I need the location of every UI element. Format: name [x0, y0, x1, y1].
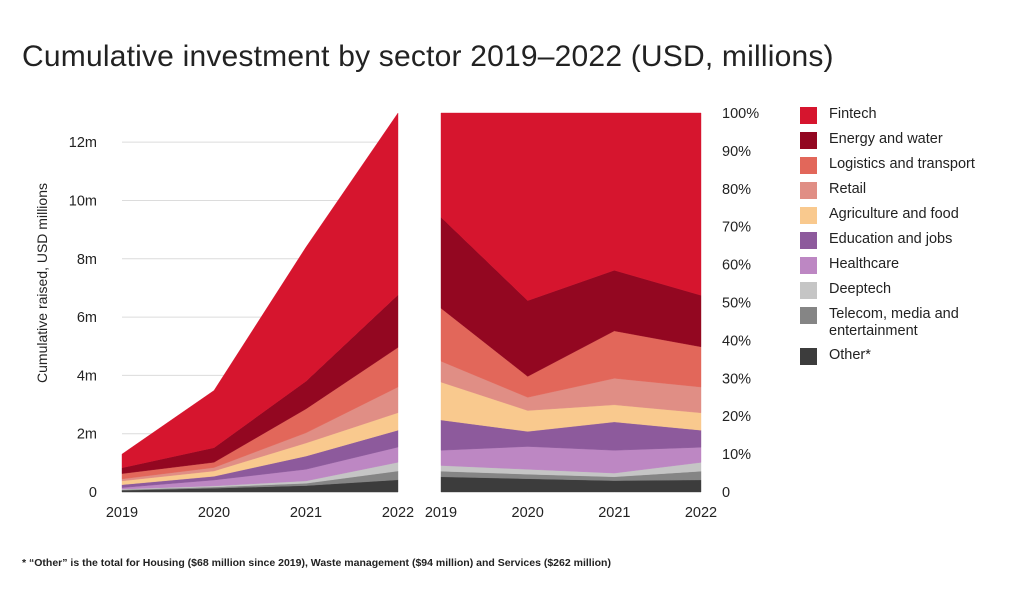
footnote: * “Other” is the total for Housing ($68 … — [22, 557, 611, 569]
legend-label: Deeptech — [829, 281, 892, 297]
right-x-tick-label: 2022 — [685, 505, 717, 521]
legend-label: Healthcare — [829, 256, 900, 272]
right-y-tick-label: 60% — [722, 258, 751, 274]
legend-item-retail: Retail — [800, 181, 1015, 199]
x-tick-label: 2021 — [290, 505, 322, 521]
legend-item-education-and-jobs: Education and jobs — [800, 231, 1015, 249]
legend-item-logistics-and-transport: Logistics and transport — [800, 156, 1015, 174]
right-y-tick-label: 50% — [722, 296, 751, 312]
right-y-tick-label: 90% — [722, 144, 751, 160]
right-y-tick-label: 70% — [722, 220, 751, 236]
right-x-tick-label: 2021 — [598, 505, 630, 521]
legend-swatch — [800, 132, 817, 149]
y-tick-label: 4m — [77, 368, 97, 384]
right-y-tick-label: 0 — [722, 485, 730, 501]
y-axis-title: Cumulative raised, USD millions — [34, 183, 50, 383]
right-y-tick-label: 100% — [722, 106, 759, 122]
legend-item-deeptech: Deeptech — [800, 281, 1015, 299]
right-y-tick-label: 30% — [722, 371, 751, 387]
legend-label: Agriculture and food — [829, 206, 959, 222]
chart-legend: Fintech Energy and water Logistics and tra… — [800, 106, 1015, 372]
legend-item-other: Other* — [800, 347, 1015, 365]
legend-swatch — [800, 282, 817, 299]
y-tick-label: 8m — [77, 252, 97, 268]
legend-item-healthcare: Healthcare — [800, 256, 1015, 274]
y-tick-label: 2m — [77, 427, 97, 443]
y-tick-label: 0 — [89, 485, 97, 501]
y-tick-label: 12m — [69, 135, 97, 151]
legend-label: Other* — [829, 347, 871, 363]
right-y-tick-label: 80% — [722, 182, 751, 198]
right-x-tick-label: 2019 — [425, 505, 457, 521]
legend-label: Energy and water — [829, 131, 943, 147]
legend-swatch — [800, 182, 817, 199]
legend-swatch — [800, 107, 817, 124]
legend-label: Fintech — [829, 106, 877, 122]
legend-swatch — [800, 307, 817, 324]
right-x-tick-label: 2020 — [512, 505, 544, 521]
y-tick-label: 6m — [77, 310, 97, 326]
legend-item-fintech: Fintech — [800, 106, 1015, 124]
legend-swatch — [800, 348, 817, 365]
right-y-tick-label: 10% — [722, 447, 751, 463]
legend-label: Education and jobs — [829, 231, 953, 247]
legend-swatch — [800, 232, 817, 249]
x-tick-label: 2019 — [106, 505, 138, 521]
x-tick-label: 2022 — [382, 505, 414, 521]
legend-swatch — [800, 157, 817, 174]
right-y-tick-label: 40% — [722, 333, 751, 349]
chart-title: Cumulative investment by sector 2019–202… — [22, 40, 834, 73]
legend-item-energy-and-water: Energy and water — [800, 131, 1015, 149]
right-area-fintech — [440, 112, 702, 301]
legend-swatch — [800, 207, 817, 224]
legend-label: Retail — [829, 181, 867, 197]
legend-label: Logistics and transport — [829, 156, 975, 172]
legend-swatch — [800, 257, 817, 274]
right-y-tick-label: 20% — [722, 409, 751, 425]
x-tick-label: 2020 — [198, 505, 230, 521]
y-tick-label: 10m — [69, 193, 97, 209]
legend-item-telecom-media-and-entertainment: Telecom, media and entertainment — [800, 306, 1015, 340]
left-area-fintech — [121, 112, 399, 469]
legend-label: Telecom, media and entertainment — [829, 306, 959, 339]
legend-item-agriculture-and-food: Agriculture and food — [800, 206, 1015, 224]
